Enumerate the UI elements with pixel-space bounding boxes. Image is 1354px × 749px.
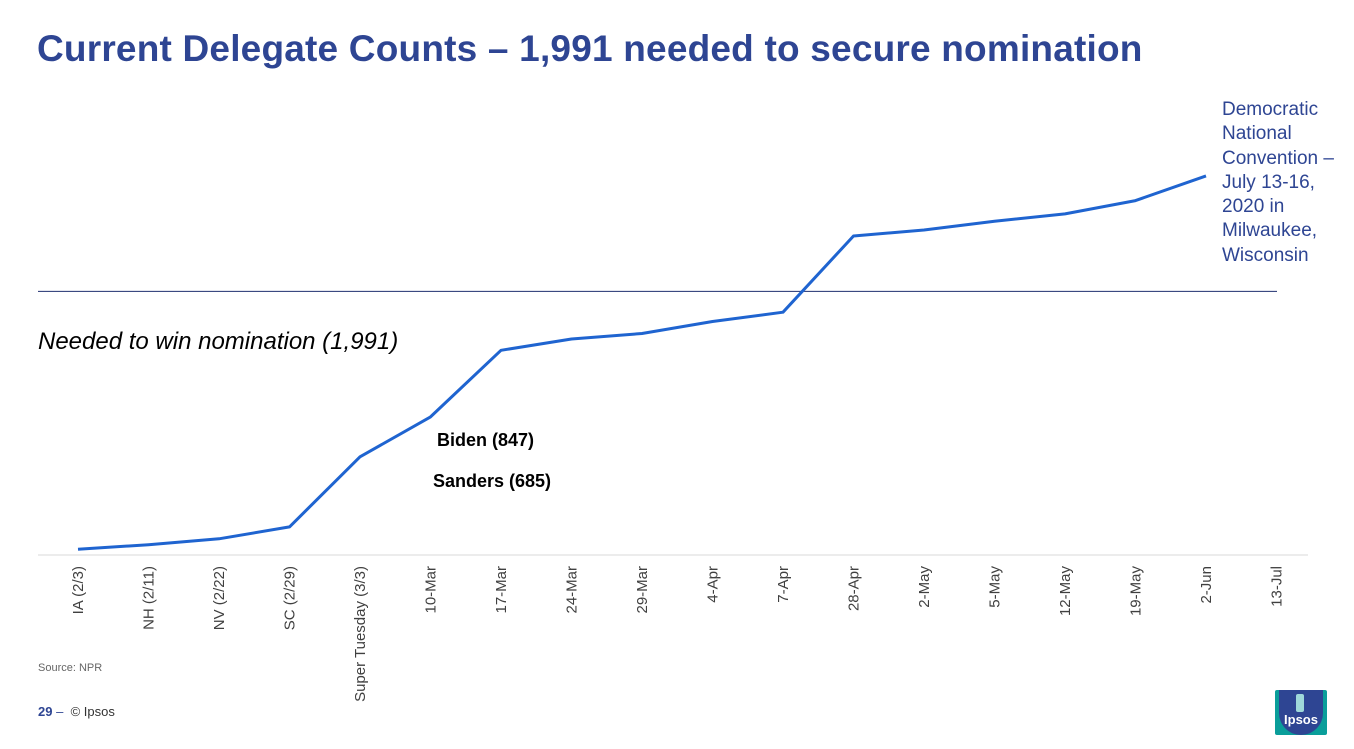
x-tick-label: NV (2/22) [211, 566, 228, 630]
biden-delegate-line [77, 174, 1207, 551]
x-tick-label: 4-Apr [705, 566, 722, 603]
x-tick-label: 10-Mar [423, 566, 440, 614]
x-tick-label: 5-May [987, 566, 1004, 608]
copyright: © Ipsos [70, 704, 115, 719]
x-tick-label: 2-May [916, 566, 933, 608]
x-tick-labels: IA (2/3) NH (2/11) NV (2/22) SC (2/29) Super… [70, 566, 1286, 702]
x-tick-label: NH (2/11) [141, 566, 158, 630]
ipsos-logo: Ipsos [1275, 690, 1327, 735]
page-title: Current Delegate Counts – 1,991 needed t… [37, 28, 1143, 69]
x-tick-label: 7-Apr [775, 566, 792, 603]
x-tick-label: 12-May [1057, 566, 1074, 617]
logo-mark-icon [1296, 694, 1304, 712]
x-tick-label: IA (2/3) [70, 566, 87, 614]
x-tick-label: 17-Mar [493, 566, 510, 614]
x-tick-label: 13-Jul [1269, 566, 1286, 607]
logo-text: Ipsos [1284, 712, 1318, 727]
x-tick-label: 29-Mar [634, 566, 651, 614]
x-tick-label: SC (2/29) [282, 566, 299, 630]
x-tick-label: 24-Mar [564, 566, 581, 614]
x-tick-label: 2-Jun [1198, 566, 1215, 604]
x-tick-label: 28-Apr [846, 566, 863, 611]
x-tick-label: Super Tuesday (3/3) [352, 566, 369, 702]
convention-annotation: Democratic National Convention – July 13… [1222, 99, 1334, 266]
biden-count-label: Biden (847) [437, 430, 535, 450]
page-number: 29 [38, 704, 53, 719]
x-tick-label: 19-May [1128, 566, 1145, 617]
threshold-label: Needed to win nomination (1,991) [38, 328, 399, 355]
source-note: Source: NPR [38, 662, 103, 674]
sanders-count-label: Sanders (685) [433, 471, 552, 491]
footer-separator: – [56, 704, 64, 719]
page-footer: 29 – © Ipsos [38, 704, 115, 719]
